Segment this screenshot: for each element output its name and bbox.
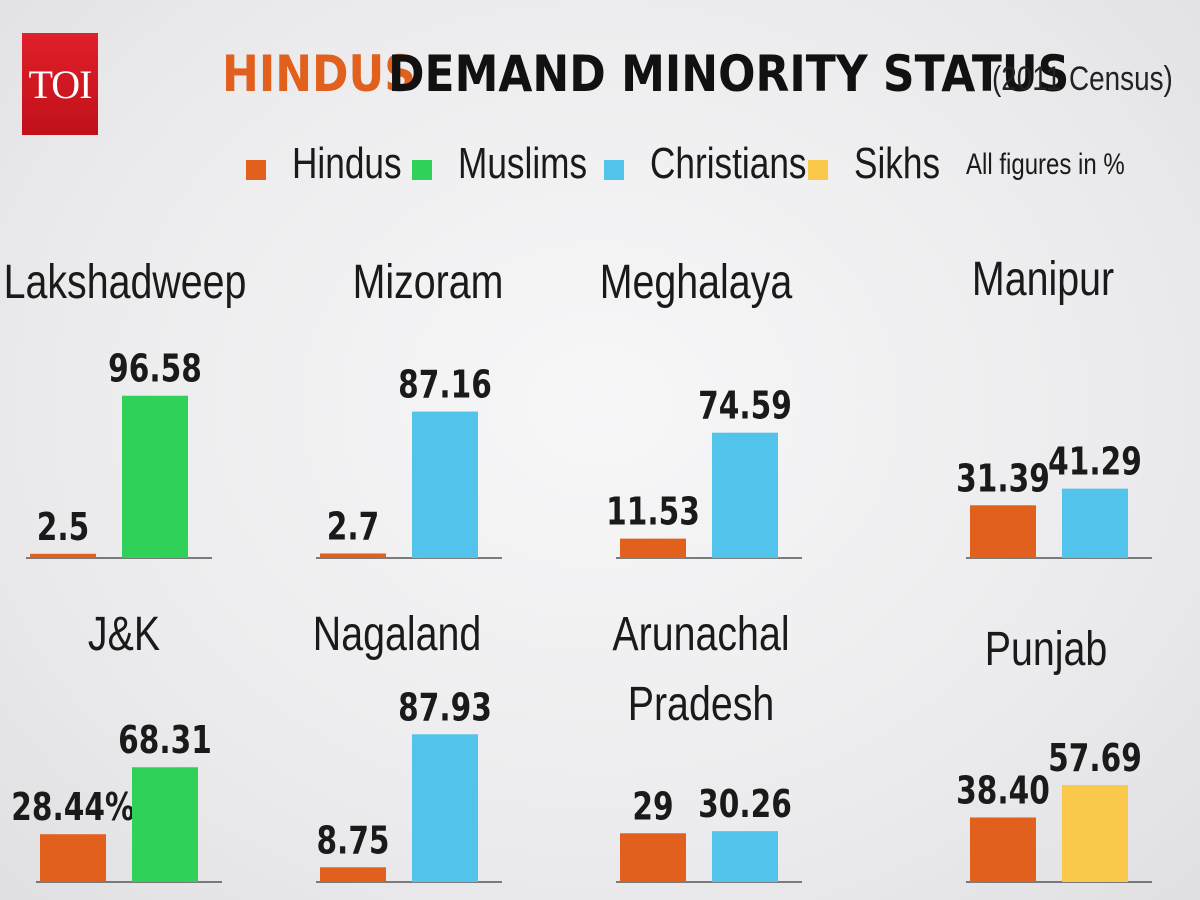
legend-item-muslims: Muslims [412,136,619,192]
chart-panel: Meghalaya 11.53 74.59 [600,255,802,559]
panel-title: Arunachal Pradesh [612,607,789,731]
bar-christians [712,831,778,882]
chart-panel: J&K 28.44% 68.31 [11,607,222,883]
value-label: 57.69 [1048,737,1142,782]
bar-christians [412,734,478,882]
value-label: 41.29 [1048,440,1142,485]
value-label: 31.39 [956,457,1050,502]
bar-hindus [620,538,686,558]
value-label: 87.16 [398,363,492,408]
value-label: 2.5 [37,505,89,550]
panel-title: Lakshadweep [4,255,247,309]
value-label: 68.31 [118,719,212,764]
chart-panel: Lakshadweep 2.5 96.58 [4,255,247,559]
bar-christians [412,411,478,558]
legend-label: Hindus [292,139,402,188]
bar-muslims [122,395,188,558]
bar-hindus [970,505,1036,558]
legend-item-sikhs: Sikhs [808,136,962,192]
toi-logo: TOI [22,33,98,135]
legend-label: Muslims [458,139,588,188]
value-label: 96.58 [108,347,202,392]
panel-title: J&K [88,607,160,661]
bar-christians [1062,488,1128,558]
value-label: 11.53 [606,490,700,535]
legend-swatch [808,160,828,180]
value-label: 87.93 [398,686,492,731]
legend-swatch [246,160,266,180]
title-main: DEMAND MINORITY STATUS [388,45,1070,103]
page-subtitle: (2011 Census) [992,60,1173,98]
legend-item-hindus: Hindus [246,136,429,192]
chart-panel: Mizoram 2.7 87.16 [316,255,504,559]
bar-christians [712,432,778,558]
value-label: 30.26 [698,783,792,828]
legend-label: Christians [650,139,807,188]
panel-title: Mizoram [353,255,504,309]
logo-text: TOI [28,61,93,107]
legend-item-christians: Christians [604,136,846,192]
panel-title: Manipur [972,252,1114,306]
chart-panel: Arunachal Pradesh 29 30.26 [612,607,802,883]
legend-label: Sikhs [854,139,941,188]
value-label: 8.75 [316,819,389,864]
panel-title: Nagaland [313,607,481,661]
bar-sikhs [1062,785,1128,882]
chart-panel: Nagaland 8.75 87.93 [313,607,502,883]
bar-hindus [620,833,686,882]
value-label: 74.59 [698,384,792,429]
bar-muslims [132,767,198,882]
panel-title: Meghalaya [600,255,793,309]
value-label: 28.44% [11,786,134,831]
units-note: All figures in % [966,148,1125,181]
bar-hindus [970,817,1036,882]
bar-hindus [40,834,106,882]
bar-hindus [320,553,386,558]
bar-hindus [320,867,386,882]
title-highlight: HINDUS [222,45,416,103]
legend-swatch [412,160,432,180]
legend-swatch [604,160,624,180]
value-label: 38.40 [956,769,1050,814]
bar-hindus [30,553,96,558]
value-label: 29 [632,785,673,830]
panel-title: Punjab [985,622,1108,676]
value-label: 2.7 [327,505,379,550]
page-title: HINDUS DEMAND MINORITY STATUS [222,38,1069,110]
